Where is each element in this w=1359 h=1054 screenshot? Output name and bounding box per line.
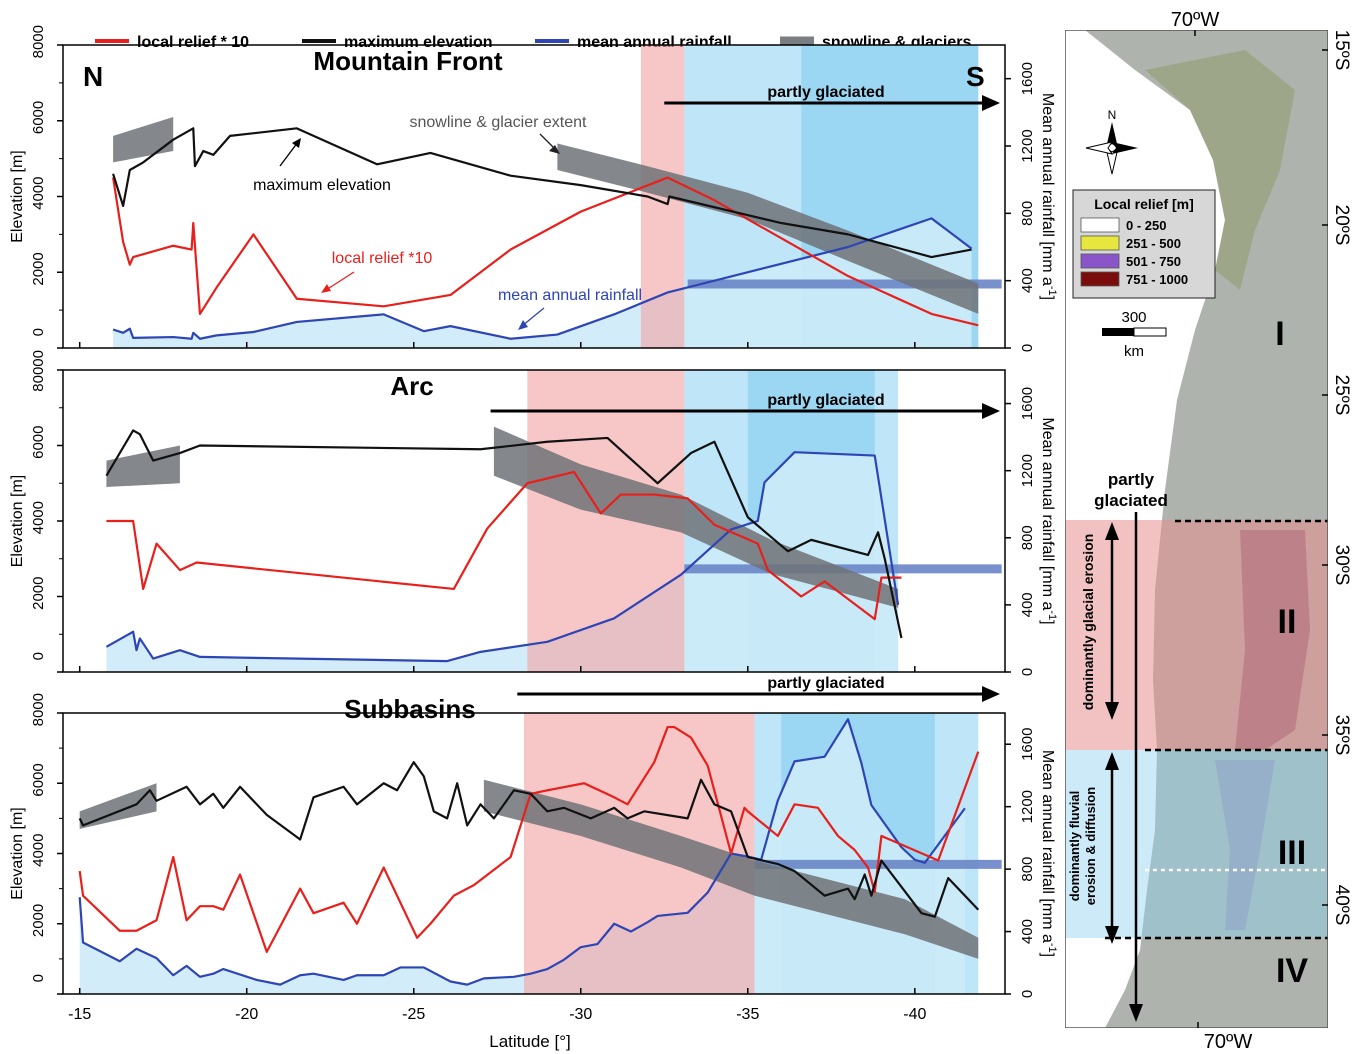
x-tick-label: -15 — [68, 1006, 91, 1023]
panel-title: Subbasins — [344, 694, 475, 724]
glaciated-arrowhead — [982, 95, 1000, 111]
right-tick-label: 1600 — [1019, 728, 1036, 761]
glaciated-arrowhead — [982, 686, 1000, 702]
rainfall-line — [112, 217, 973, 340]
left-axis-title: Elevation [m] — [9, 807, 26, 899]
x-tick-label: -40 — [903, 1006, 926, 1023]
right-tick-label: 0 — [1019, 344, 1036, 352]
rainfall-line — [105, 451, 900, 663]
left-tick-label: 2000 — [30, 252, 47, 285]
left-tick-label: 0 — [30, 652, 47, 660]
rainfall-area — [79, 719, 965, 994]
rainfall-area — [106, 452, 899, 672]
max-elevation-line — [105, 429, 903, 639]
max-elevation-line — [112, 127, 972, 259]
glaciated-label: partly glaciated — [767, 84, 884, 101]
legend-label-0: local relief * 10 — [137, 34, 249, 51]
annotation-arrowhead — [292, 138, 301, 148]
annotation-snowline: snowline & glacier extent — [410, 114, 588, 131]
right-tick-label: 400 — [1019, 592, 1036, 617]
south-label: S — [966, 61, 985, 92]
snowline-glacier-band-1 — [483, 779, 979, 959]
left-tick-label: 4000 — [30, 177, 47, 210]
panel-title: Arc — [390, 371, 433, 401]
right-tick-label: 800 — [1019, 525, 1036, 550]
right-tick-label: 1200 — [1019, 129, 1036, 162]
x-tick-label: -30 — [569, 1006, 592, 1023]
left-tick-label: 4000 — [30, 501, 47, 534]
left-tick-label: 6000 — [30, 426, 47, 459]
rainfall-line — [78, 718, 966, 986]
chart-panels: 02000400060008000040080012001600Elevatio… — [9, 25, 1058, 998]
snowline-glacier-band-0 — [113, 116, 174, 163]
relief-map — [1064, 29, 1329, 1029]
right-tick-label: 1200 — [1019, 790, 1036, 823]
panel-title: Mountain Front — [313, 46, 503, 76]
left-tick-label: 8000 — [30, 693, 47, 726]
right-tick-label: 0 — [1019, 990, 1036, 998]
right-tick-label: 1200 — [1019, 454, 1036, 487]
glaciated-arrowhead — [982, 403, 1000, 419]
annotation-arrowhead — [518, 320, 528, 330]
legend-label-1: maximum elevation — [344, 34, 493, 51]
snowline-glacier-band-0 — [106, 445, 180, 488]
annotation-arrowhead — [549, 145, 560, 154]
max-elevation-line — [78, 761, 980, 918]
glaciated-label: partly glaciated — [767, 675, 884, 692]
annotation-local-relief: local relief *10 — [332, 250, 433, 267]
right-axis-title: Mean annual rainfall [mm a-1] — [1039, 417, 1058, 624]
snowline-glacier-band-1 — [557, 143, 979, 314]
rainfall-area — [113, 218, 972, 348]
right-tick-label: 0 — [1019, 668, 1036, 676]
relief-southern-ridges — [1215, 760, 1275, 930]
zone-II-overlay — [1065, 520, 1328, 750]
right-tick-label: 400 — [1019, 268, 1036, 293]
right-tick-label: 400 — [1019, 919, 1036, 944]
snowline-glacier-band-1 — [493, 426, 899, 608]
left-axis-title: Elevation [m] — [9, 150, 26, 242]
annotation-rainfall: mean annual rainfall — [498, 287, 642, 304]
left-tick-label: 80000 — [30, 350, 47, 392]
left-axis-title: Elevation [m] — [9, 475, 26, 567]
panel-arc: 0 2000 4000 6000 80000 0 400 800 1200 1600 Elevati… — [9, 350, 1058, 676]
snowline-glacier-band-0 — [79, 783, 157, 829]
x-tick-label: -25 — [402, 1006, 425, 1023]
left-tick-label: 8000 — [30, 25, 47, 58]
left-tick-label: 6000 — [30, 763, 47, 796]
x-axis-label: Latitude [°] — [489, 1032, 570, 1051]
zone-III-overlay — [1065, 750, 1328, 938]
x-axis: -15 -20 -25 -30 -35 -40 — [68, 1006, 926, 1023]
annotation-arrow — [521, 307, 545, 327]
panel-mountain-front: 0 2000 4000 6000 8000 0 400 800 1200 1600 Elevatio… — [9, 25, 1058, 352]
local-relief-line — [106, 470, 902, 621]
x-tick-label: -20 — [235, 1006, 258, 1023]
local-relief-line — [112, 176, 979, 327]
left-tick-label: 0 — [30, 328, 47, 336]
left-tick-label: 0 — [30, 974, 47, 982]
north-label: N — [83, 61, 103, 92]
right-tick-label: 800 — [1019, 857, 1036, 882]
annotation-arrowhead — [321, 284, 331, 293]
glaciated-label: partly glaciated — [767, 392, 884, 409]
panel-subbasins: 0 2000 4000 6000 8000 0 400 800 1200 1600 Elevatio… — [9, 675, 1058, 998]
right-tick-label: 1600 — [1019, 62, 1036, 95]
left-tick-label: 6000 — [30, 101, 47, 134]
left-tick-label: 4000 — [30, 834, 47, 867]
x-tick-label: -35 — [736, 1006, 759, 1023]
annotation-arrow — [325, 271, 355, 291]
right-tick-label: 1600 — [1019, 387, 1036, 420]
annotation-arrow — [279, 141, 299, 167]
right-axis-title: Mean annual rainfall [mm a-1] — [1039, 93, 1058, 300]
left-tick-label: 2000 — [30, 577, 47, 610]
relief-map-image — [1064, 29, 1329, 1029]
relief-northern-ridges — [1145, 50, 1295, 290]
left-tick-label: 2000 — [30, 904, 47, 937]
right-tick-label: 800 — [1019, 201, 1036, 226]
right-axis-title: Mean annual rainfall [mm a-1] — [1039, 750, 1058, 957]
annotation-max-elevation: maximum elevation — [253, 177, 391, 194]
